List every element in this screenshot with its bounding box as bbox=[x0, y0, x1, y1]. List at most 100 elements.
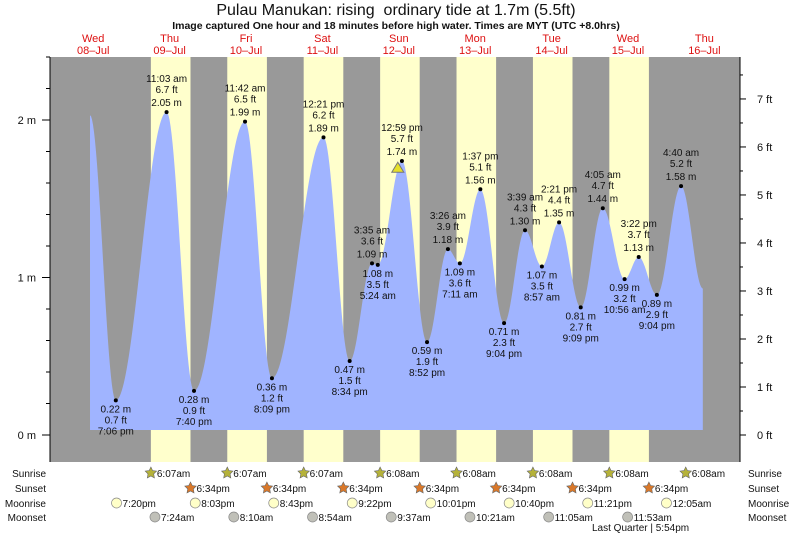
extreme-ft: 0.7 ft bbox=[105, 415, 127, 426]
moonrise-moon-icon bbox=[503, 497, 515, 509]
day-name: Mon bbox=[464, 33, 485, 45]
moonset-moon-icon bbox=[385, 511, 397, 523]
extreme-ft: 6.2 ft bbox=[312, 110, 334, 121]
low-tide-point bbox=[425, 340, 430, 345]
extreme-m: 0.47 m bbox=[334, 365, 365, 376]
extreme-ft: 3.6 ft bbox=[361, 236, 383, 247]
extreme-ft: 4.4 ft bbox=[548, 195, 570, 206]
extreme-m: 1.74 m bbox=[387, 147, 418, 158]
sunset-time: 6:34pm bbox=[426, 484, 459, 495]
extreme-m: 1.08 m bbox=[363, 269, 394, 280]
extreme-time: 5:24 am bbox=[360, 291, 396, 302]
day-date: 16–Jul bbox=[688, 45, 720, 57]
high-tide-point bbox=[321, 135, 326, 140]
day-date: 11–Jul bbox=[307, 45, 339, 57]
sunset-star-icon bbox=[642, 481, 656, 494]
moonset-time: 10:21am bbox=[476, 513, 515, 524]
extreme-m: 0.89 m bbox=[642, 299, 673, 310]
sunrise-star-icon bbox=[450, 466, 463, 479]
moonset-moon-icon bbox=[543, 511, 555, 523]
extreme-ft: 1.2 ft bbox=[261, 393, 283, 404]
moonset-row-label-right: Moonset bbox=[748, 513, 787, 524]
moonset-moon-icon bbox=[307, 511, 318, 523]
sunrise-star-icon bbox=[373, 466, 387, 479]
high-tide-point bbox=[164, 110, 169, 115]
day-name: Tue bbox=[542, 33, 561, 45]
sunrise-time: 6:08am bbox=[463, 469, 496, 480]
extreme-time: 8:34 pm bbox=[332, 387, 368, 398]
extreme-m: 0.71 m bbox=[489, 327, 520, 338]
extreme-ft: 6.7 ft bbox=[155, 85, 177, 96]
moonrise-time: 8:03pm bbox=[201, 499, 234, 510]
moonrise-time: 10:40pm bbox=[515, 499, 554, 510]
moonrise-time: 12:05am bbox=[672, 499, 711, 510]
high-tide-point bbox=[399, 158, 404, 163]
sunrise-time: 6:07am bbox=[310, 469, 343, 480]
low-tide-point bbox=[622, 277, 627, 282]
sunrise-time: 6:07am bbox=[233, 469, 266, 480]
day-name: Thu bbox=[160, 33, 179, 45]
extreme-m: 0.99 m bbox=[609, 283, 640, 294]
axes: 0 m 1 m 2 m 0 ft 1 ft 2 ft 3 ft 4 ft 5 ft 6 ft 7 f… bbox=[18, 56, 772, 462]
plot-area bbox=[50, 57, 740, 462]
extreme-time: 9:04 pm bbox=[639, 321, 675, 332]
moonset-moon-icon bbox=[464, 511, 476, 523]
moonrise-time: 8:43pm bbox=[280, 499, 313, 510]
moonrise-moon-icon bbox=[111, 497, 122, 509]
extreme-ft: 3.5 ft bbox=[531, 281, 553, 292]
left-tick-label: 1 m bbox=[18, 273, 36, 285]
right-tick-label: 2 ft bbox=[757, 334, 772, 346]
extreme-ft: 2.7 ft bbox=[570, 322, 592, 333]
sunrise-time: 6:08am bbox=[386, 469, 419, 480]
extreme-time: 4:05 am bbox=[585, 170, 621, 181]
low-tide-point bbox=[457, 261, 462, 266]
sunrise-star-icon bbox=[297, 466, 311, 479]
moonrise-moon-icon bbox=[425, 497, 437, 509]
extreme-m: 1.07 m bbox=[527, 270, 558, 281]
moonset-time: 9:37am bbox=[397, 513, 430, 524]
extreme-m: 0.81 m bbox=[565, 311, 596, 322]
extreme-ft: 6.5 ft bbox=[234, 95, 256, 106]
high-tide-point bbox=[600, 206, 605, 211]
moonrise-time: 9:22pm bbox=[358, 499, 391, 510]
moonset-moon-icon bbox=[228, 511, 240, 523]
right-tick-label: 1 ft bbox=[757, 382, 772, 394]
sunrise-star-icon bbox=[220, 466, 234, 479]
extreme-time: 7:06 pm bbox=[98, 426, 134, 437]
high-tide-point bbox=[523, 228, 528, 233]
extreme-time: 11:42 am bbox=[225, 84, 266, 95]
extreme-m: 1.13 m bbox=[623, 243, 654, 254]
extreme-time: 4:40 am bbox=[663, 148, 699, 159]
sunrise-star-icon bbox=[602, 466, 616, 479]
left-tick-label: 0 m bbox=[18, 430, 36, 442]
sunrise-star-icon bbox=[679, 466, 693, 479]
moonrise-moon-icon bbox=[189, 497, 201, 509]
day-name: Sat bbox=[314, 33, 331, 45]
extreme-time: 7:40 pm bbox=[176, 417, 212, 428]
moonset-time: 11:05am bbox=[555, 513, 593, 524]
moonrise-row-label-left: Moonrise bbox=[5, 499, 47, 510]
extreme-ft: 5.2 ft bbox=[670, 159, 692, 170]
moonrise-moon-icon bbox=[661, 497, 672, 509]
extreme-time: 9:04 pm bbox=[486, 349, 522, 360]
day-date: 15–Jul bbox=[612, 45, 644, 57]
extreme-m: 1.18 m bbox=[433, 235, 464, 246]
moonset-time: 7:24am bbox=[161, 513, 194, 524]
sunset-star-icon bbox=[336, 481, 350, 494]
extreme-time: 3:35 am bbox=[354, 225, 390, 236]
moonset-time: 8:10am bbox=[240, 513, 273, 524]
day-headers: Wed08–JulThu09–JulFri10–JulSat11–JulSun1… bbox=[77, 33, 721, 57]
extreme-ft: 3.9 ft bbox=[437, 222, 459, 233]
extreme-m: 1.89 m bbox=[308, 123, 339, 134]
low-tide-point bbox=[502, 321, 507, 326]
moonrise-time: 10:01pm bbox=[437, 499, 476, 510]
extreme-ft: 5.1 ft bbox=[469, 162, 491, 173]
extreme-time: 9:09 pm bbox=[563, 333, 599, 344]
sunrise-time: 6:08am bbox=[615, 469, 648, 480]
extreme-ft: 0.9 ft bbox=[183, 406, 205, 417]
extreme-time: 3:22 pm bbox=[621, 219, 657, 230]
sunrise-row-label-right: Sunrise bbox=[748, 469, 782, 480]
extreme-time: 7:11 am bbox=[442, 289, 477, 300]
extreme-time: 8:09 pm bbox=[254, 404, 290, 415]
